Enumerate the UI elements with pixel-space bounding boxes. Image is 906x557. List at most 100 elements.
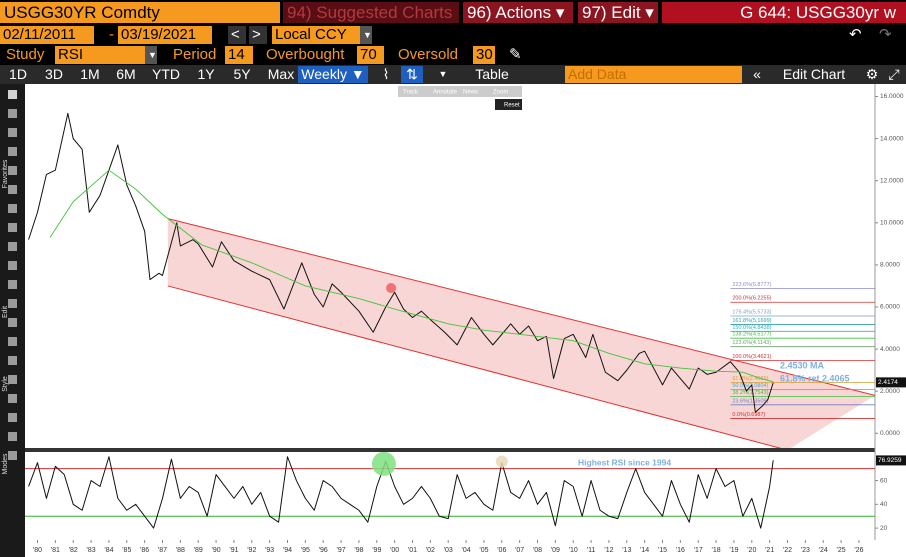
mini-tool: Zoom [493,90,508,96]
table-button[interactable]: Table [475,66,509,82]
undo[interactable]: ↶ [849,26,862,43]
reset-button: Reset [504,103,520,109]
x-tick-label: '84 [104,547,113,554]
tool-icon [8,299,17,308]
y-tick-label: 0.0000 [880,430,900,437]
last-value-label: 2.4174 [878,379,898,386]
date-separator: - [109,26,114,43]
annotation: Highest RSI since 1994 [578,457,671,467]
prev-button[interactable]: < [228,26,246,44]
next-button[interactable]: > [249,26,267,44]
marker [386,283,397,294]
x-tick-label: '94 [283,547,292,554]
add-data[interactable]: Add Data [565,66,742,83]
x-tick-label: '26 [854,547,863,554]
x-tick-label: '90 [212,547,221,554]
y-tick-label: 20 [880,525,888,532]
tool-icon [8,394,17,403]
oversold[interactable]: 30 [473,46,495,64]
edit-menu[interactable]: 97) Edit ▾ [578,2,658,23]
expand-icon[interactable]: ⤢ [888,66,900,82]
pane [25,452,875,529]
fib-label: 123.6%(4.1143) [732,340,771,346]
tool-icon [8,242,17,251]
tool-icon [8,318,17,327]
marker [495,455,508,468]
tool-icon [8,432,17,441]
y-tick-label: 6.0000 [880,304,900,311]
currency-dropdown[interactable]: ▼ [360,26,372,44]
x-tick-label: '97 [337,547,346,554]
x-tick-label: '11 [587,547,596,554]
start-date[interactable]: 02/11/2011 [0,26,94,44]
period-label: Period [173,46,217,63]
axis-background [875,84,906,557]
currency[interactable]: Local CCY [272,26,360,44]
tool-icon [8,147,17,156]
actions-menu[interactable]: 96) Actions ▾ [463,2,573,23]
period[interactable]: 14 [225,46,253,64]
x-tick-label: '12 [604,547,613,554]
line-icon[interactable]: ⌇ [382,66,390,82]
series-line [28,112,774,413]
x-tick-label: '22 [783,547,792,554]
range-button[interactable]: 1Y [197,66,215,82]
range-button[interactable]: 5Y [233,66,251,82]
tool-icon [8,375,17,384]
suggested-charts[interactable]: 94) Suggested Charts [283,2,459,23]
last-value-tag [876,455,906,466]
range-button[interactable]: YTD [152,66,180,82]
mini-tool: Annotate [433,90,458,96]
x-tick-label: '19 [729,547,738,554]
x-tick-label: '98 [354,547,363,554]
fib-label: 138.2%(4.5177) [732,332,771,338]
sidebar-label: Favorites [2,159,9,188]
frequency[interactable]: Weekly ▼ [298,66,368,83]
edit-chart[interactable]: Edit Chart [782,66,846,82]
tool-icon [8,280,17,289]
pen-icon[interactable]: ✎ [509,46,522,63]
range-button[interactable]: 6M [116,66,136,82]
compare-icon[interactable]: ⇅ [401,66,423,83]
x-tick-label: '09 [551,547,560,554]
x-tick-label: '03 [444,547,453,554]
study-dropdown[interactable]: ▼ [145,46,157,64]
range-button[interactable]: 3D [45,66,63,82]
sidebar-label: Edit [2,306,9,318]
fib-label: 200.0%(6.2255) [732,296,771,302]
study-bar: Study RSI ▼ Period 14 Overbought 70 Over… [0,45,906,64]
mini-tool: News [463,90,478,96]
range-button[interactable]: 1D [9,66,27,82]
overbought[interactable]: 70 [357,46,384,64]
annotation: 2.4530 MA [780,360,825,370]
more-dropdown[interactable]: ▼ [438,69,448,79]
ticker[interactable]: USGG30YR Comdty [0,2,280,23]
settings-icon[interactable]: ⚙ [865,66,879,82]
tool-icon [8,223,17,232]
range-button[interactable]: 1M [80,66,100,82]
tool-icon [8,204,17,213]
fib-label: 38.2%(1.7543) [732,390,768,396]
oversold-label: Oversold [398,46,459,63]
end-date[interactable]: 03/19/2021 [118,26,212,44]
x-tick-label: '93 [265,547,274,554]
reset-bg [495,99,522,110]
collapse-icon[interactable]: « [753,66,761,82]
y-tick-label: 10.0000 [880,220,904,227]
x-tick-label: '95 [301,547,310,554]
redo[interactable]: ↷ [879,26,892,43]
x-tick-label: '91 [229,547,238,554]
chart-id: G 644: USGG30yr w [662,2,906,23]
study-label: Study [6,46,45,63]
x-tick-label: '00 [390,547,399,554]
x-tick-label: '82 [69,547,78,554]
x-tick-label: '87 [158,547,167,554]
study-name[interactable]: RSI [55,46,155,64]
fib-label: 150.0%(4.8438) [732,325,771,331]
range-button[interactable]: Max [267,66,295,82]
x-tick-label: '06 [497,547,506,554]
x-tick-label: '21 [765,547,774,554]
x-tick-label: '01 [408,547,417,554]
date-bar: 02/11/2011 - 03/19/2021 < > Local CCY ▼ … [0,25,906,44]
x-tick-label: '25 [837,547,846,554]
